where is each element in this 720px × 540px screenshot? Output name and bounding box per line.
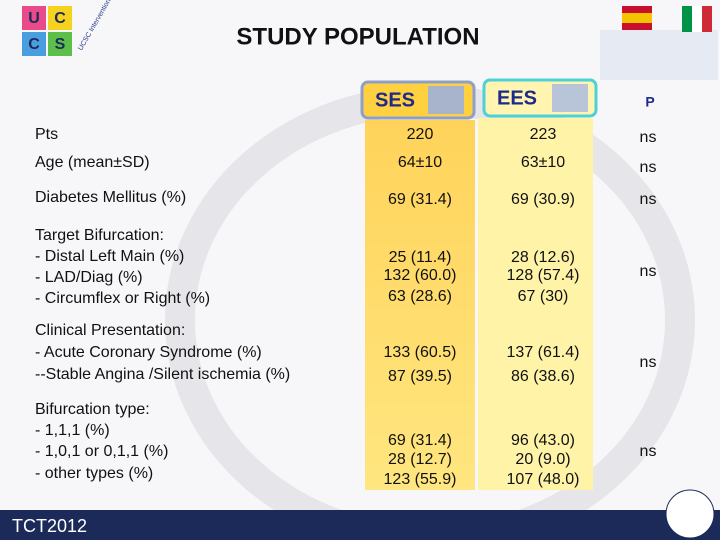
ses-value: 133 (60.5)	[384, 344, 457, 361]
footer-band	[0, 510, 720, 540]
footer-text: TCT2012	[12, 516, 87, 536]
row-label: --Stable Angina /Silent ischemia (%)	[35, 366, 290, 383]
row-label: Bifurcation type:	[35, 401, 150, 418]
ses-value: 132 (60.0)	[384, 267, 457, 284]
logo-letter: S	[55, 36, 66, 53]
ses-value: 220	[407, 126, 434, 143]
column-header: P	[645, 94, 654, 110]
slide-title: STUDY POPULATION	[236, 23, 479, 50]
row-label: Pts	[35, 126, 58, 143]
ses-value: 69 (31.4)	[388, 191, 452, 208]
row-label: - 1,1,1 (%)	[35, 422, 110, 439]
row-label: - Circumflex or Right (%)	[35, 290, 210, 307]
p-value: ns	[640, 129, 657, 146]
row-label: Age (mean±SD)	[35, 154, 150, 171]
p-value: ns	[640, 159, 657, 176]
ses-stent-image	[428, 86, 464, 114]
ees-value: 69 (30.9)	[511, 191, 575, 208]
row-label: - Distal Left Main (%)	[35, 248, 184, 265]
ees-value: 28 (12.6)	[511, 249, 575, 266]
logo-letter: U	[28, 10, 40, 27]
ses-value: 87 (39.5)	[388, 368, 452, 385]
row-label: Target Bifurcation:	[35, 227, 164, 244]
ees-column	[478, 118, 593, 490]
ses-value: 28 (12.7)	[388, 451, 452, 468]
logo	[22, 6, 72, 56]
ses-value: 64±10	[398, 154, 442, 171]
row-label: Clinical Presentation:	[35, 322, 185, 339]
column-header: SES	[375, 89, 415, 111]
p-value: ns	[640, 263, 657, 280]
row-label: - Acute Coronary Syndrome (%)	[35, 344, 262, 361]
ses-value: 69 (31.4)	[388, 432, 452, 449]
row-label: - 1,0,1 or 0,1,1 (%)	[35, 443, 168, 460]
logo-letter: C	[54, 10, 66, 27]
logo-letter: C	[28, 36, 40, 53]
ees-value: 63±10	[521, 154, 565, 171]
ees-value: 20 (9.0)	[515, 451, 570, 468]
p-value: ns	[640, 191, 657, 208]
table: Pts 220 223 ns Age (mean±SD) 64±10 63±10 ns Diab…	[35, 126, 656, 488]
ees-value: 107 (48.0)	[507, 471, 580, 488]
ees-value: 223	[530, 126, 557, 143]
ees-value: 67 (30)	[518, 288, 569, 305]
ses-value: 63 (28.6)	[388, 288, 452, 305]
ees-stent-image	[552, 84, 588, 112]
ses-value: 123 (55.9)	[384, 471, 457, 488]
row-label: - LAD/Diag (%)	[35, 269, 143, 286]
ees-value: 137 (61.4)	[507, 344, 580, 361]
row-label: Diabetes Mellitus (%)	[35, 189, 186, 206]
footer-seal	[665, 489, 715, 539]
ses-column	[365, 120, 475, 490]
p-value: ns	[640, 443, 657, 460]
column-header: EES	[497, 87, 537, 109]
ees-value: 86 (38.6)	[511, 368, 575, 385]
ees-value: 96 (43.0)	[511, 432, 575, 449]
flags	[600, 6, 718, 80]
row-label: - other types (%)	[35, 465, 153, 482]
p-value: ns	[640, 354, 657, 371]
ees-value: 128 (57.4)	[507, 267, 580, 284]
ses-value: 25 (11.4)	[389, 249, 452, 266]
